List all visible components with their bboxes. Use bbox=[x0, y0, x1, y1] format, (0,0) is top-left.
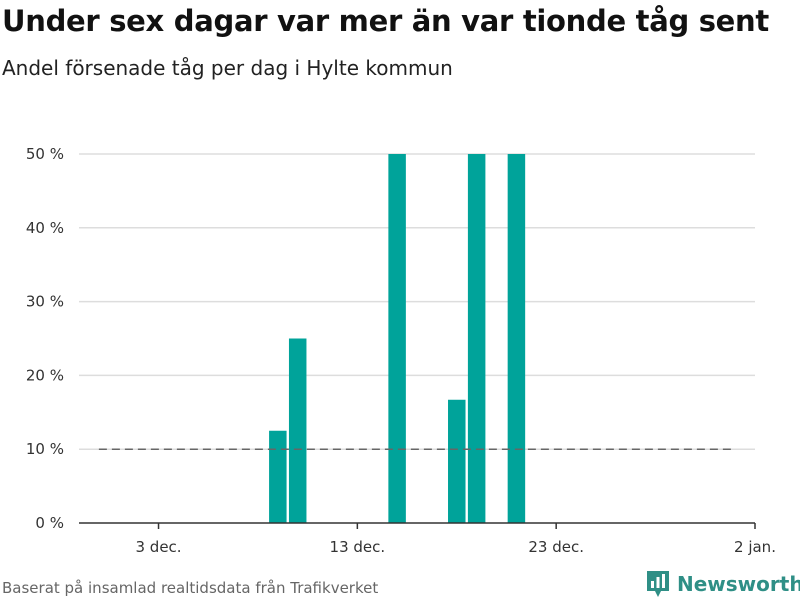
y-tick-label: 10 % bbox=[26, 440, 64, 458]
brand-name: Newsworthy bbox=[677, 572, 800, 596]
chart-title: Under sex dagar var mer än var tionde tå… bbox=[2, 4, 769, 38]
y-tick-label: 30 % bbox=[26, 293, 64, 311]
brand-logo[interactable]: Newsworthy bbox=[645, 569, 800, 599]
source-note: Baserat på insamlad realtidsdata från Tr… bbox=[2, 579, 379, 597]
y-tick-label: 40 % bbox=[26, 219, 64, 237]
y-tick-label: 20 % bbox=[26, 366, 64, 384]
y-axis-labels: 0 % 10 % 20 % 30 % 40 % 50 % bbox=[26, 145, 64, 532]
x-tick-label: 13 dec. bbox=[330, 538, 386, 556]
gridlines bbox=[79, 153, 755, 450]
x-tick-label: 23 dec. bbox=[528, 538, 584, 556]
bar bbox=[467, 154, 486, 523]
chart-subtitle: Andel försenade tåg per dag i Hylte komm… bbox=[2, 56, 453, 80]
bar bbox=[288, 338, 307, 523]
y-tick-label: 0 % bbox=[35, 514, 64, 532]
newsworthy-logo-icon bbox=[647, 571, 669, 597]
x-tick-label: 3 dec. bbox=[135, 538, 181, 556]
x-axis-labels: 3 dec. 13 dec. 23 dec. 2 jan. bbox=[135, 538, 775, 556]
bar bbox=[269, 430, 287, 523]
bar bbox=[388, 154, 406, 523]
x-tick-label: 2 jan. bbox=[734, 538, 776, 556]
y-tick-label: 50 % bbox=[26, 145, 64, 163]
bar bbox=[507, 154, 526, 523]
x-axis bbox=[79, 522, 756, 529]
bar bbox=[448, 399, 466, 523]
bars bbox=[269, 154, 526, 523]
